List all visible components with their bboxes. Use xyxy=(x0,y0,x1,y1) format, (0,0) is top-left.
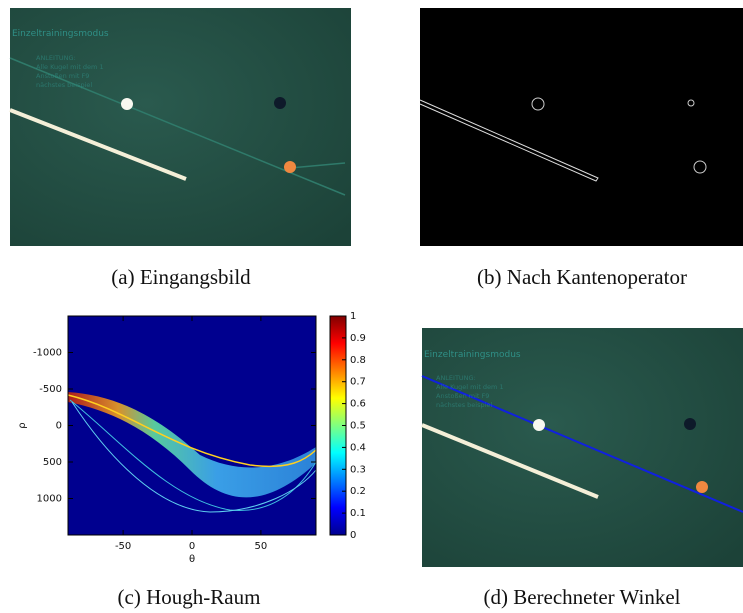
overlay-title: Einzeltrainingsmodus xyxy=(424,350,521,360)
colorbar-tick-label: 0.8 xyxy=(350,355,366,366)
page: {"panels": [ {"caption": "(a) Eingangsbi… xyxy=(0,0,743,613)
overlay-line: nächstes beispiel xyxy=(436,401,492,409)
colorbar-tick-label: 1 xyxy=(350,311,356,322)
y-tick-label: 1000 xyxy=(37,494,62,505)
overlay-line: Anstoßen mit F9 xyxy=(36,72,89,80)
y-tick-label: -1000 xyxy=(33,348,62,359)
colorbar-tick-label: 0.4 xyxy=(350,442,366,453)
overlay-line: Alle Kugel mit dem 1 xyxy=(436,383,504,391)
y-tick-label: 0 xyxy=(56,421,62,432)
overlay-line: Alle Kugel mit dem 1 xyxy=(36,63,104,71)
caption: (d) Berechneter Winkel xyxy=(483,585,680,609)
colorbar-tick-label: 0.3 xyxy=(350,464,366,475)
y-tick-label: -500 xyxy=(39,384,62,395)
hough-image xyxy=(68,316,316,535)
x-tick-label: 0 xyxy=(189,541,195,552)
input-image: Einzeltrainingsmodus ANLEITUNG:Alle Kuge… xyxy=(10,8,351,246)
x-tick-label: -50 xyxy=(115,541,131,552)
result-image: Einzeltrainingsmodus ANLEITUNG:Alle Kuge… xyxy=(422,328,743,567)
colorbar-tick-label: 0.2 xyxy=(350,486,366,497)
overlay-line: ANLEITUNG: xyxy=(436,374,476,382)
overlay-line: ANLEITUNG: xyxy=(36,54,76,62)
overlay-title: Einzeltrainingsmodus xyxy=(12,29,109,39)
y-tick-label: 500 xyxy=(43,457,62,468)
edge-image xyxy=(420,8,743,246)
caption: (b) Nach Kantenoperator xyxy=(477,265,687,289)
colorbar-tick-label: 0.1 xyxy=(350,508,366,519)
colorbar-tick-label: 0 xyxy=(350,530,356,541)
caption: (c) Hough-Raum xyxy=(118,585,261,609)
y-axis-label: ρ xyxy=(17,422,28,428)
x-axis-label: θ xyxy=(189,554,195,565)
colorbar-tick-label: 0.7 xyxy=(350,377,366,388)
colorbar-tick-label: 0.9 xyxy=(350,333,366,344)
overlay-line: Anstoßen mit F9 xyxy=(436,392,489,400)
figure: Einzeltrainingsmodus ANLEITUNG:Alle Kuge… xyxy=(0,0,743,613)
overlay-line: nächstes beispiel xyxy=(36,81,92,89)
caption: (a) Eingangsbild xyxy=(111,265,251,289)
colorbar-tick-label: 0.6 xyxy=(350,399,366,410)
colorbar-tick-label: 0.5 xyxy=(350,421,366,432)
x-tick-label: 50 xyxy=(255,541,268,552)
